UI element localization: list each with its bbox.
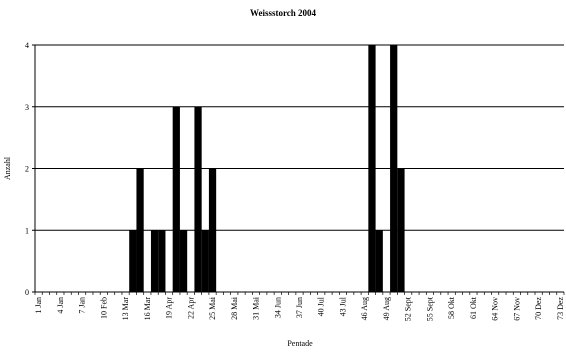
x-tick-label-25: 25 Mai	[208, 296, 217, 320]
x-tick-label-52: 52 Sept	[404, 296, 413, 321]
x-tick-label-34: 34 Jun	[273, 297, 282, 318]
bars	[129, 45, 405, 292]
x-tick-label-22: 22 Apr	[186, 297, 195, 319]
x-tick-label-46: 46 Aug	[360, 297, 369, 320]
x-tick-label-49: 49 Aug	[382, 297, 391, 320]
bar-pentade-51	[397, 168, 405, 292]
y-tick-label-1: 1	[25, 226, 29, 235]
y-tick-label-3: 3	[25, 103, 29, 112]
x-tick-label-31: 31 Mai	[252, 296, 261, 320]
x-tick-label-70: 70 Dez	[534, 297, 543, 320]
bar-pentade-48	[375, 230, 383, 292]
x-tick-label-37: 37 Jun	[295, 297, 304, 318]
x-tick-label-13: 13 Mar	[121, 297, 130, 321]
x-tick-label-4: 4 Jan	[56, 297, 65, 314]
y-tick-label-0: 0	[25, 288, 29, 297]
bar-pentade-17	[150, 230, 159, 292]
x-tick-label-10: 10 Feb	[99, 297, 108, 319]
x-tick-label-73: 73 Dez	[556, 297, 565, 320]
x-tick-label-7: 7 Jan	[78, 297, 87, 314]
x-tick-label-1: 1 Jan	[34, 297, 43, 314]
x-axis-label: Pentade	[287, 339, 313, 348]
x-tick-label-64: 64 Nov	[491, 297, 500, 321]
bar-pentade-20	[172, 106, 180, 292]
bar-pentade-14	[129, 230, 137, 292]
y-tick-labels: 0 1 2 3 4	[25, 41, 29, 297]
bar-pentade-50	[390, 45, 398, 292]
x-tick-label-16: 16 Mar	[143, 297, 152, 321]
bar-pentade-24	[201, 230, 209, 292]
bar-pentade-18	[158, 230, 166, 292]
x-tick-label-67: 67 Nov	[512, 297, 521, 321]
y-tick-label-4: 4	[25, 41, 29, 50]
x-tick-label-58: 58 Okt	[447, 296, 456, 319]
x-tick-label-19: 19 Apr	[165, 297, 174, 319]
bar-pentade-47	[368, 45, 376, 292]
x-tick-label-28: 28 Mai	[230, 296, 239, 320]
x-tick-label-55: 55 Sept	[425, 296, 434, 321]
bar-pentade-15	[136, 168, 144, 292]
y-axis-label: Anzahl	[3, 156, 12, 180]
axes	[32, 44, 565, 295]
chart-title: Weissstorch 2004	[250, 8, 317, 18]
bar-pentade-25	[208, 168, 217, 292]
x-tick-label-40: 40 Jul	[317, 296, 326, 316]
x-tick-label-61: 61 Okt	[469, 296, 478, 319]
grid-lines	[35, 44, 564, 231]
y-tick-label-2: 2	[25, 165, 29, 174]
x-tick-label-43: 43 Jul	[338, 296, 347, 316]
x-tick-labels: 1 Jan 4 Jan 7 Jan 10 Feb 13 Mar 16 Mar 19 Apr 2…	[34, 296, 565, 321]
bar-pentade-21	[179, 230, 188, 292]
bar-pentade-23	[194, 106, 202, 292]
